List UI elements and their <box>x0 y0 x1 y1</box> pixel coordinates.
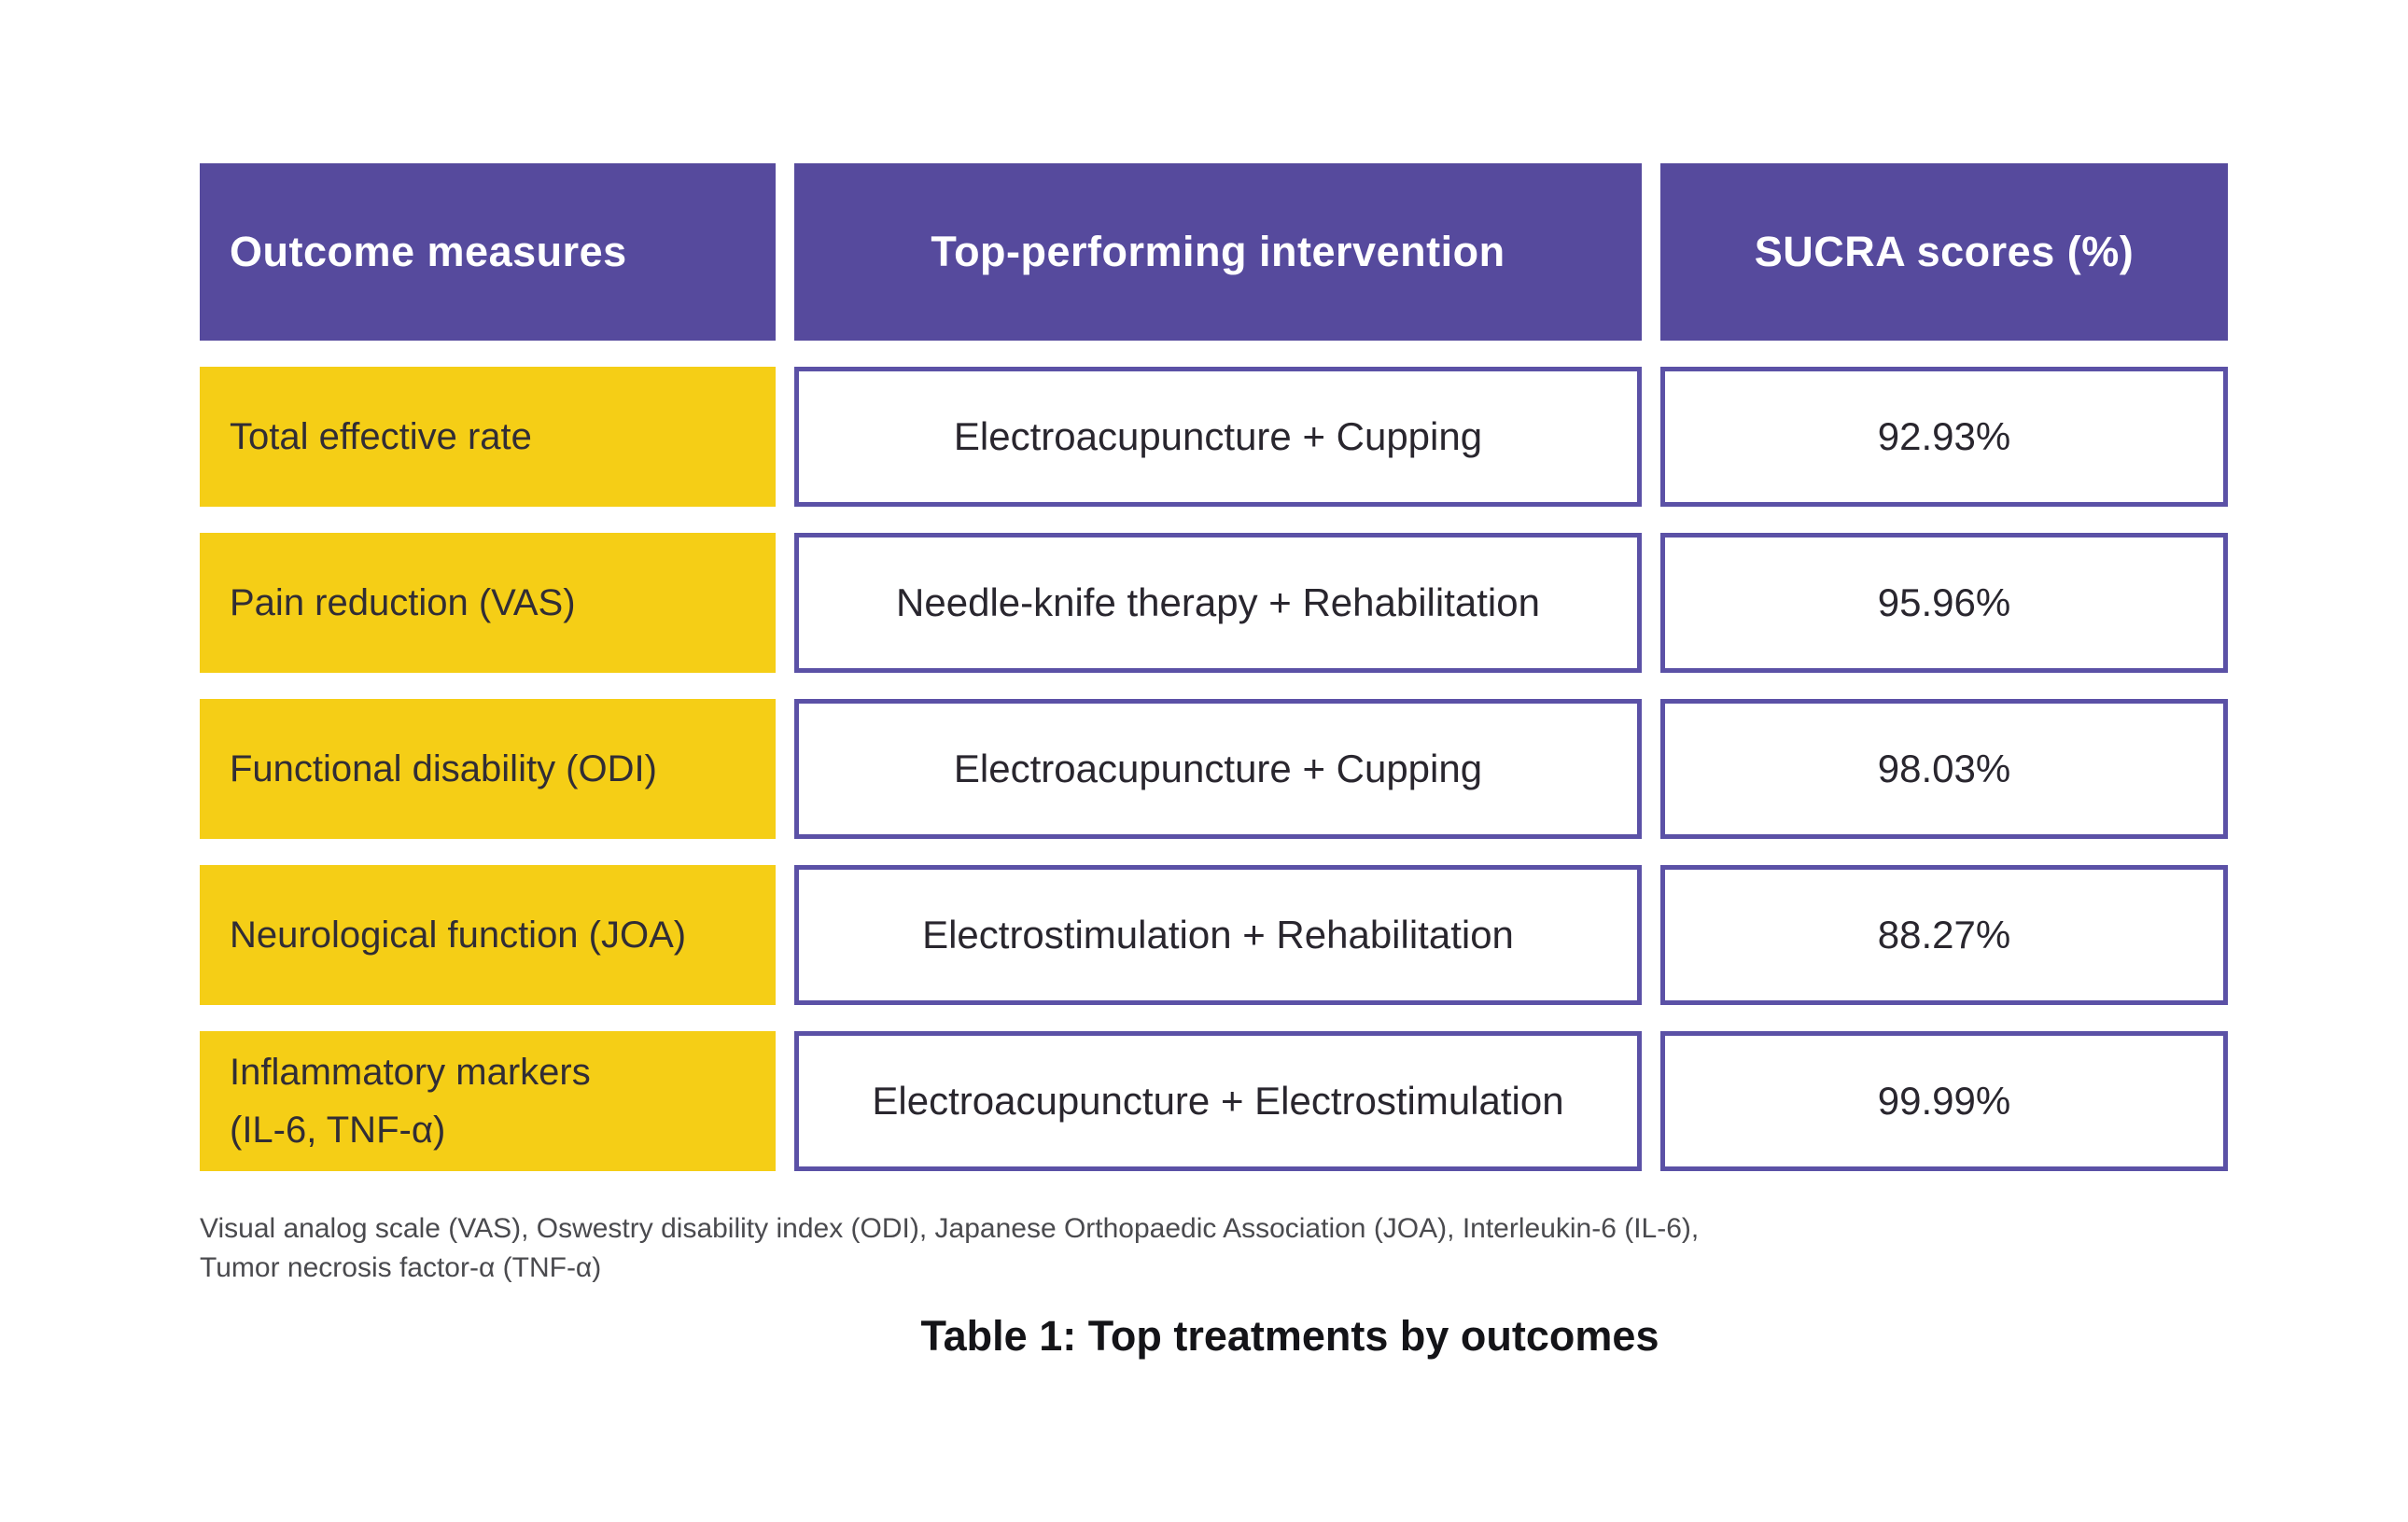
outcome-cell-pain-reduction-vas: Pain reduction (VAS) <box>200 533 776 673</box>
table-caption: Table 1: Top treatments by outcomes <box>920 1312 1659 1360</box>
intervention-cell-row-2: Needle-knife therapy + Rehabilitation <box>794 533 1642 673</box>
outcome-cell-inflammatory-markers: Inflammatory markers (IL-6, TNF-α) <box>200 1031 776 1171</box>
outcome-label-line-2: (IL-6, TNF-α) <box>230 1110 446 1151</box>
table-footnote: Visual analog scale (VAS), Oswestry disa… <box>200 1209 2380 1288</box>
sucra-cell-row-3: 98.03% <box>1660 699 2228 839</box>
column-header-top-performing-intervention: Top-performing intervention <box>794 163 1642 341</box>
column-header-sucra-scores: SUCRA scores (%) <box>1660 163 2228 341</box>
outcomes-table: Outcome measures Top-performing interven… <box>200 163 2228 1171</box>
intervention-cell-row-1: Electroacupuncture + Cupping <box>794 367 1642 507</box>
footnote-line-2: Tumor necrosis factor-α (TNF-α) <box>200 1252 602 1283</box>
outcome-label: Pain reduction (VAS) <box>230 582 576 623</box>
sucra-cell-row-1: 92.93% <box>1660 367 2228 507</box>
outcome-label: Total effective rate <box>230 416 532 457</box>
outcome-label: Neurological function (JOA) <box>230 915 687 956</box>
intervention-cell-row-5: Electroacupuncture + Electrostimulation <box>794 1031 1642 1171</box>
intervention-cell-row-4: Electrostimulation + Rehabilitation <box>794 865 1642 1005</box>
table-annotations: Visual analog scale (VAS), Oswestry disa… <box>200 1209 2380 1362</box>
intervention-cell-row-3: Electroacupuncture + Cupping <box>794 699 1642 839</box>
sucra-cell-row-4: 88.27% <box>1660 865 2228 1005</box>
column-header-outcome-measures: Outcome measures <box>200 163 776 341</box>
sucra-cell-row-2: 95.96% <box>1660 533 2228 673</box>
outcome-cell-functional-disability-odi: Functional disability (ODI) <box>200 699 776 839</box>
outcome-cell-neurological-function-joa: Neurological function (JOA) <box>200 865 776 1005</box>
outcome-label-line-1: Inflammatory markers <box>230 1052 591 1093</box>
outcome-cell-total-effective-rate: Total effective rate <box>200 367 776 507</box>
sucra-cell-row-5: 99.99% <box>1660 1031 2228 1171</box>
footnote-line-1: Visual analog scale (VAS), Oswestry disa… <box>200 1213 1700 1244</box>
outcome-label: Functional disability (ODI) <box>230 748 657 789</box>
